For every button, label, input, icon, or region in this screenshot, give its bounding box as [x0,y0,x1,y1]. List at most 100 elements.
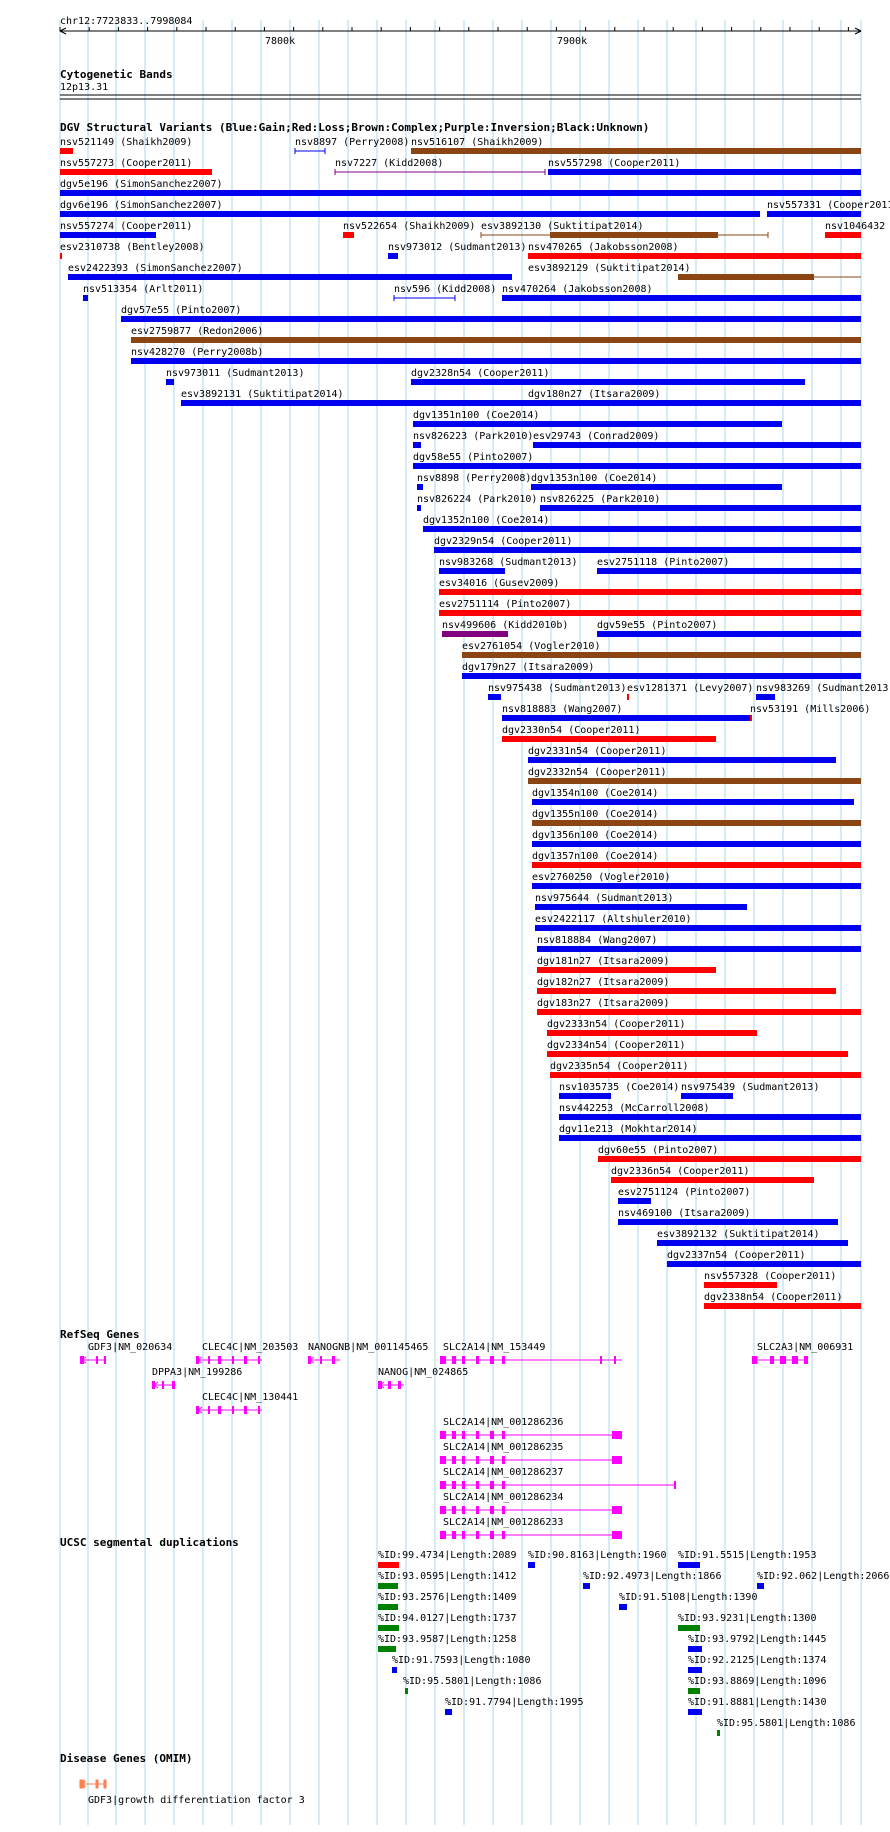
variant-bar [488,694,501,700]
variant-bar [750,715,752,721]
gene-exon [476,1431,479,1439]
gene-model [196,1356,262,1364]
variant-label: nsv826225 (Park2010) [540,494,660,505]
gene-label: SLC2A14|NM_001286233 [443,1517,563,1528]
gene-model [440,1431,622,1439]
gene-label: CLEC4C|NM_203503 [202,1342,298,1353]
variant-label: esv2422117 (Altshuler2010) [535,914,692,925]
variant-label: esv29743 (Conrad2009) [533,431,659,442]
gene-exon [452,1506,456,1514]
variant-label: nsv1035735 (Coe2014) [559,1082,679,1093]
gene-exon [502,1356,505,1364]
variant-label: nsv521149 (Shaikh2009) [60,137,192,148]
strand-arrow-icon [379,1381,385,1389]
variant-label: dgv1357n100 (Coe2014) [532,851,658,862]
variant-bar [597,631,861,637]
segdup-bar [619,1604,627,1610]
segdup-bar [392,1667,397,1673]
gene-exon [490,1506,494,1514]
gene-exon [462,1506,465,1514]
variant-label: dgv1352n100 (Coe2014) [423,515,549,526]
segdup-label: %ID:91.8881|Length:1430 [688,1697,826,1708]
variant-bar [417,484,423,490]
strand-arrow-icon [197,1406,203,1414]
gene-label: DPPA3|NM_199286 [152,1367,242,1378]
gene-exon [162,1381,164,1389]
variant-bar [547,1030,757,1036]
gene-exon [462,1431,465,1439]
gene-exon [388,1381,391,1389]
gene-exon [612,1531,622,1539]
gene-exon [232,1356,234,1364]
variant-bar [535,925,861,931]
gene-exon [462,1456,465,1464]
variant-bar [413,463,861,469]
gene-exon [612,1431,622,1439]
gene-label: SLC2A14|NM_001286237 [443,1467,563,1478]
segdup-bar [678,1625,700,1631]
variant-label: nsv557273 (Cooper2011) [60,158,192,169]
variant-label: nsv53191 (Mills2006) [750,704,870,715]
gene-exon [804,1356,808,1364]
variant-bar [657,1240,848,1246]
gene-exon [490,1531,494,1539]
variant-label: dgv1354n100 (Coe2014) [532,788,658,799]
variant-label: esv2751118 (Pinto2007) [597,557,729,568]
variant-label: dgv1356n100 (Coe2014) [532,830,658,841]
segdup-label: %ID:90.8163|Length:1960 [528,1550,666,1561]
variant-label: nsv513354 (Arlt2011) [83,284,203,295]
variant-bar [502,715,750,721]
gene-model [440,1531,622,1539]
variant-bar [537,988,836,994]
variant-label: dgv6e196 (SimonSanchez2007) [60,200,223,211]
variant-label: dgv2332n54 (Cooper2011) [528,767,666,778]
variant-label: nsv8898 (Perry2008) [417,473,531,484]
gene-exon [792,1356,798,1364]
strand-arrow-icon [441,1481,447,1489]
segdup-label: %ID:92.062|Length:2066 [757,1571,889,1582]
section-title: RefSeq Genes [60,1328,139,1341]
variant-bar [528,757,836,763]
variant-bar [68,274,512,280]
variant-label: esv3892131 (Suktitipat2014) [181,389,344,400]
variant-label: nsv983269 (Sudmant2013) [756,683,890,694]
gene-exon [476,1456,479,1464]
variant-label: esv2751114 (Pinto2007) [439,599,571,610]
segdup-bar [445,1709,452,1715]
variant-label: dgv2336n54 (Cooper2011) [611,1166,749,1177]
gene-exon [462,1481,465,1489]
variant-label: esv3892132 (Suktitipat2014) [657,1229,820,1240]
variant-label: nsv826223 (Park2010) [413,431,533,442]
variant-bar [411,148,861,154]
variant-label: nsv975438 (Sudmant2013) [488,683,626,694]
gene-label: SLC2A14|NM_001286235 [443,1442,563,1453]
variant-label: nsv973011 (Sudmant2013) [166,368,304,379]
variant-label: dgv60e55 (Pinto2007) [598,1145,718,1156]
variant-bar [537,967,716,973]
variant-bar [434,547,861,553]
variant-label: dgv5e196 (SimonSanchez2007) [60,179,223,190]
band-label: 12p13.31 [60,82,108,93]
disease-gene-label[interactable]: GDF3|growth differentiation factor 3 [88,1795,305,1806]
variant-bar [559,1093,611,1099]
ruler-arrow-icon [59,27,862,35]
variant-bar [537,1009,861,1015]
segdup-bar [757,1583,764,1589]
gene-label: SLC2A14|NM_001286234 [443,1492,563,1503]
gene-exon [218,1406,221,1414]
variant-bar [678,274,814,280]
segdup-label: %ID:91.7593|Length:1080 [392,1655,530,1666]
variant-label: esv2761054 (Vogler2010) [462,641,600,652]
variant-bar [439,589,861,595]
gene-exon [258,1406,260,1414]
segdup-bar [678,1562,700,1568]
segdup-bar [378,1562,399,1568]
variant-label: dgv179n27 (Itsara2009) [462,662,594,673]
variant-label: nsv522654 (Shaikh2009) [343,221,475,232]
gene-model [152,1381,176,1389]
gene-model [440,1506,622,1514]
variant-bar [667,1261,861,1267]
variant-label: esv34016 (Gusev2009) [439,578,559,589]
variant-bar [388,253,398,259]
gene-exon [440,1456,446,1464]
